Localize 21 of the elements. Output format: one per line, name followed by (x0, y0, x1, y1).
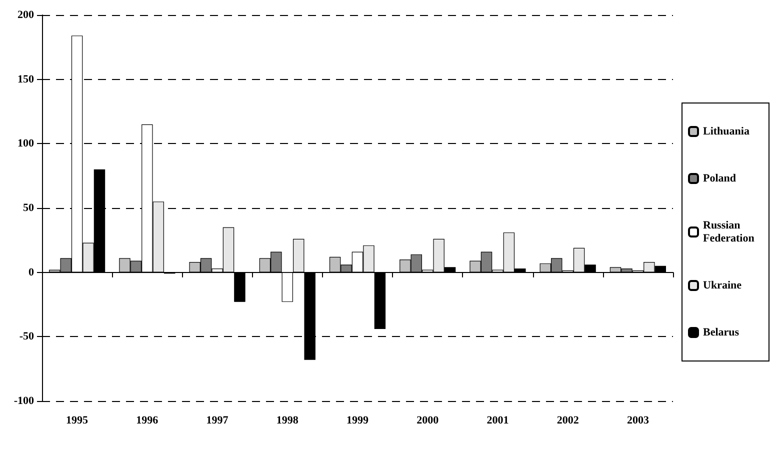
x-tick-label: 2001 (486, 414, 509, 426)
x-tick-label: 1999 (346, 414, 369, 426)
y-tick-label: 100 (18, 138, 34, 150)
legend-label: Russian Federation (703, 220, 754, 244)
y-tick-label: -100 (14, 395, 34, 407)
y-tick-label: 50 (23, 202, 34, 214)
x-tick-label: 1996 (136, 414, 159, 426)
x-tick-label: 1998 (276, 414, 299, 426)
x-tick-label: 2000 (416, 414, 440, 426)
legend-label: Poland (703, 172, 736, 184)
x-tick-label: 2003 (626, 414, 650, 426)
x-tick-label: 2002 (556, 414, 580, 426)
legend-label: Ukraine (703, 280, 742, 292)
legend-label: Lithuania (703, 126, 750, 138)
y-tick-label: 150 (18, 73, 34, 86)
legend-label: Belarus (703, 326, 740, 338)
x-tick-label: 1997 (206, 414, 229, 426)
y-tick-label: 0 (28, 266, 34, 278)
y-tick-label: 200 (18, 9, 34, 21)
y-tick-label: -50 (19, 330, 34, 343)
x-tick-label: 1995 (66, 414, 89, 426)
